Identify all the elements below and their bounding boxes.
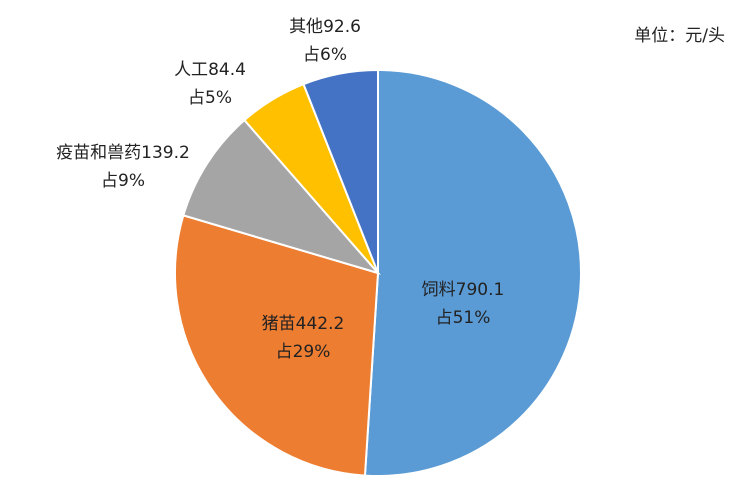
pie-slice: [302, 68, 379, 274]
share-label: 占9%: [101, 171, 145, 191]
share-label: 占29%: [276, 342, 331, 362]
value-label: 92.6: [323, 17, 361, 37]
slice-label: 饲料790.1: [422, 280, 505, 300]
share-label: 占51%: [436, 308, 491, 328]
value-label: 442.2: [296, 314, 345, 334]
category-name: 疫苗和兽药: [56, 143, 141, 163]
slice-label: 其他92.6: [289, 17, 361, 37]
category-name: 猪苗: [262, 314, 296, 334]
share-label: 占5%: [188, 88, 232, 108]
pie-slice: [174, 214, 380, 477]
value-label: 139.2: [141, 143, 190, 163]
value-label: 84.4: [208, 60, 246, 80]
value-label: 790.1: [456, 280, 505, 300]
category-name: 其他: [289, 17, 323, 37]
pie-slice: [182, 118, 382, 275]
slice-label: 人工84.4: [174, 60, 246, 80]
category-name: 饲料: [422, 280, 456, 300]
slice-label: 疫苗和兽药139.2: [56, 143, 190, 163]
unit-label: 单位：元/头: [634, 26, 725, 46]
slice-label: 猪苗442.2: [262, 314, 345, 334]
share-label: 占6%: [303, 45, 347, 65]
category-name: 人工: [174, 60, 208, 80]
pie-slice: [363, 68, 583, 477]
